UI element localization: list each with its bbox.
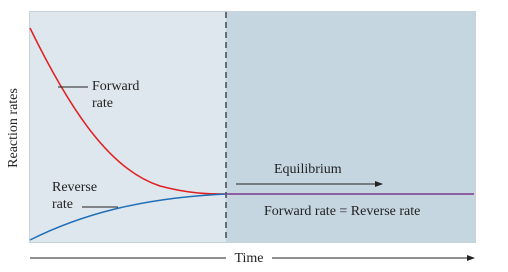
forward-rate-curve <box>29 27 227 195</box>
reverse-label-line: Reverse <box>52 180 97 195</box>
y-axis-label: Reaction rates <box>6 88 21 168</box>
pre-equilibrium-region <box>30 12 226 242</box>
equality-label: Forward rate = Reverse rate <box>264 204 420 219</box>
forward-label-line: Forward <box>92 79 139 94</box>
reverse-rate-curve <box>29 193 227 241</box>
forward-label-line: rate <box>92 96 113 111</box>
reverse-label-line: rate <box>52 197 73 212</box>
equilibrium-label: Equilibrium <box>274 162 342 177</box>
equilibrium-region <box>226 12 474 242</box>
x-axis-label: Time <box>234 251 263 266</box>
